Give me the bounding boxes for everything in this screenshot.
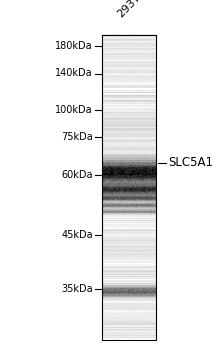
Text: 75kDa: 75kDa [61, 132, 93, 141]
Text: 293T: 293T [115, 0, 142, 19]
Text: 45kDa: 45kDa [61, 230, 93, 239]
Text: SLC5A1: SLC5A1 [168, 156, 213, 169]
Text: 35kDa: 35kDa [61, 284, 93, 294]
Bar [102, 35, 156, 340]
Text: 100kDa: 100kDa [55, 105, 93, 115]
Text: 140kDa: 140kDa [55, 69, 93, 78]
Text: 60kDa: 60kDa [61, 170, 93, 180]
Text: 180kDa: 180kDa [55, 41, 93, 51]
